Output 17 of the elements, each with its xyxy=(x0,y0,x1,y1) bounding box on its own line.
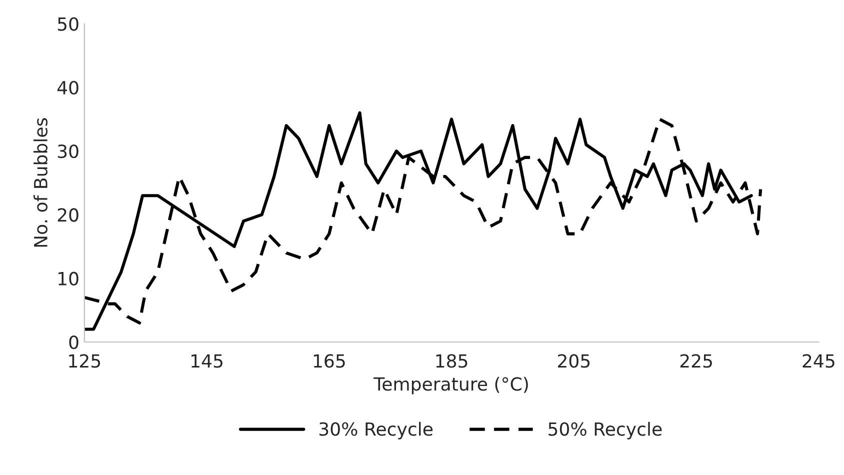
y-tick-label: 50 xyxy=(58,17,78,31)
x-tick-label: 205 xyxy=(558,354,590,368)
y-tick-label: 10 xyxy=(58,272,78,286)
x-tick-label: 185 xyxy=(436,354,468,368)
x-tick-label: 125 xyxy=(69,354,100,368)
x-tick-label: 225 xyxy=(680,354,712,368)
legend-label: 30% Recycle xyxy=(319,422,433,440)
y-axis-title: No. of Bubbles xyxy=(34,118,48,247)
y-tick-label: 20 xyxy=(58,208,78,222)
x-tick-label: 165 xyxy=(314,354,345,368)
legend-label: 50% Recycle xyxy=(548,422,662,440)
x-tick-label: 145 xyxy=(192,354,222,368)
y-tick-label: 40 xyxy=(57,80,78,95)
y-tick-label: 30 xyxy=(58,144,78,158)
y-tick-label: 0 xyxy=(69,335,78,350)
x-axis-title: Temperature (°C) xyxy=(374,376,528,394)
x-tick-label: 245 xyxy=(802,354,834,368)
